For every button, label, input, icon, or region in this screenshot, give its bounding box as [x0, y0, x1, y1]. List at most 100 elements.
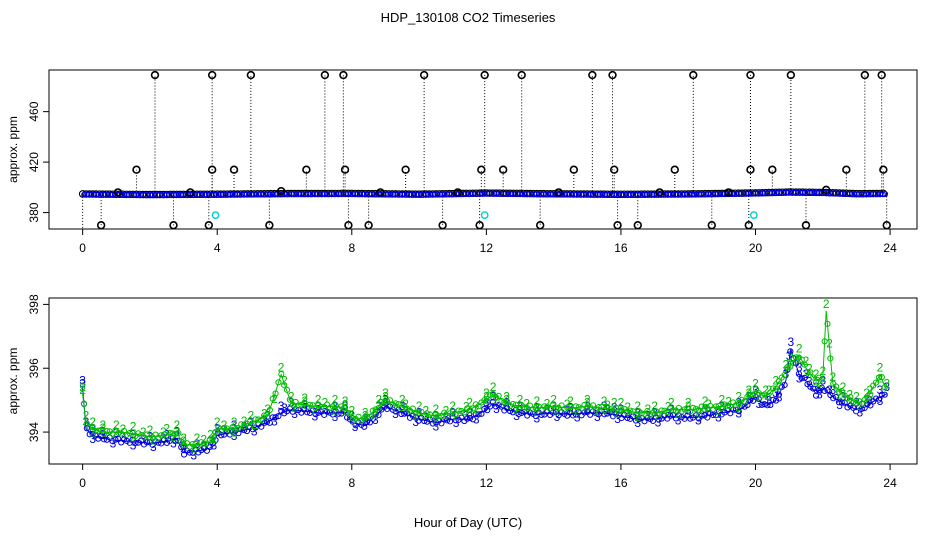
series-marker-3: 3: [567, 401, 574, 415]
series-marker-2: 2: [813, 367, 820, 381]
series-marker-2: 2: [261, 407, 268, 421]
series-marker-2: 2: [342, 397, 349, 411]
series-point-3: [112, 436, 119, 443]
series-point-2: [232, 425, 239, 433]
series-marker-2: 2: [756, 390, 763, 404]
series-marker-2: 2: [634, 410, 641, 424]
series-point-2: [858, 400, 865, 407]
series-marker-2: 2: [352, 415, 359, 429]
y-tick-label: 420: [27, 152, 41, 172]
series-marker-3: 3: [695, 414, 702, 428]
series-marker-2: 2: [787, 351, 794, 365]
spike-point: [150, 70, 160, 80]
series-marker-2: 2: [362, 405, 369, 419]
series-marker-3: 3: [752, 383, 759, 397]
series-point-3: [772, 397, 780, 404]
series-marker-3: 3: [665, 406, 672, 420]
spike-point: [477, 165, 486, 174]
series-marker-3: 3: [493, 402, 500, 416]
series-marker-2: 2: [618, 396, 625, 410]
series-point-3: [781, 381, 788, 389]
series-marker-3: 3: [130, 438, 137, 452]
series-marker-3: 3: [160, 431, 167, 445]
spike-point: [246, 70, 256, 80]
series-marker-2: 2: [375, 393, 382, 407]
series-point-2: [80, 400, 88, 407]
series-marker-2: 2: [584, 393, 591, 407]
series-marker-2: 2: [140, 425, 147, 439]
spike-point: [877, 70, 886, 80]
figure-title: HDP_130108 CO2 Timeseries: [381, 10, 556, 25]
series-marker-3: 3: [231, 429, 238, 443]
series-marker-3: 3: [214, 421, 221, 435]
series-point-2: [658, 407, 665, 414]
series-point-2: [275, 379, 282, 386]
series-marker-3: 3: [766, 394, 773, 408]
series-marker-3: 3: [813, 380, 820, 394]
series-marker-2: 2: [594, 404, 601, 418]
series-marker-3: 3: [611, 401, 618, 415]
series-point-3: [275, 412, 282, 420]
series-point-2: [349, 415, 356, 422]
series-marker-2: 2: [251, 418, 258, 432]
y-tick-label: 460: [27, 101, 41, 121]
series-point-3: [635, 416, 642, 423]
series-marker-2: 2: [180, 431, 187, 445]
series-marker-2: 2: [840, 380, 847, 394]
series-point-3: [798, 375, 805, 382]
series-marker-2: 2: [645, 402, 652, 416]
series-point-2: [206, 436, 213, 444]
series-marker-2: 2: [83, 409, 90, 423]
series-marker-2: 2: [752, 377, 759, 391]
series-point-3: [361, 423, 368, 430]
x-axis-label: Hour of Day (UTC): [414, 515, 522, 530]
series-point-2: [750, 391, 757, 398]
series-marker-3: 3: [826, 383, 833, 397]
y-tick-label: 398: [27, 294, 41, 314]
series-point-2: [189, 440, 196, 448]
series-point-2: [850, 399, 857, 406]
series-marker-2: 2: [883, 377, 890, 391]
series-point-2: [461, 409, 468, 416]
series-marker-3: 3: [624, 407, 631, 421]
spike-point: [613, 221, 622, 230]
series-marker-3: 3: [315, 399, 322, 413]
series-marker-2: 2: [99, 421, 106, 435]
series-marker-3: 3: [796, 371, 803, 385]
series-marker-2: 2: [362, 408, 369, 422]
series-marker-2: 2: [392, 401, 399, 415]
series-marker-3: 3: [668, 402, 675, 416]
plot-frame: [48, 69, 918, 230]
series-marker-3: 3: [412, 415, 419, 429]
series-marker-2: 2: [110, 429, 117, 443]
series-point-3: [475, 411, 482, 418]
series-point-2: [798, 356, 805, 363]
series-marker-2: 2: [342, 394, 349, 408]
series-marker-2: 2: [271, 392, 278, 406]
series-point-2: [372, 406, 379, 413]
spike-point: [207, 165, 217, 174]
series-marker-3: 3: [782, 367, 789, 381]
x-tick-label: 12: [480, 476, 494, 490]
spike-point: [655, 188, 664, 197]
series-point-3: [821, 387, 828, 395]
series-point-2: [375, 405, 382, 412]
spike-point: [610, 165, 619, 174]
spike-point: [229, 165, 239, 174]
series-marker-2: 2: [533, 405, 540, 419]
series-point-3: [375, 411, 382, 419]
series-point-2: [486, 392, 494, 399]
series-point-2: [781, 371, 788, 378]
x-tick-label: 8: [348, 476, 355, 490]
series-point-2: [812, 379, 820, 386]
spike-point: [879, 165, 888, 174]
spike-point: [707, 221, 716, 230]
series-point-2: [318, 403, 325, 411]
series-marker-3: 3: [867, 393, 874, 407]
series-marker-2: 2: [651, 399, 658, 413]
series-marker-2: 2: [150, 433, 157, 447]
series-marker-2: 2: [624, 400, 631, 414]
series-marker-2: 2: [685, 399, 692, 413]
